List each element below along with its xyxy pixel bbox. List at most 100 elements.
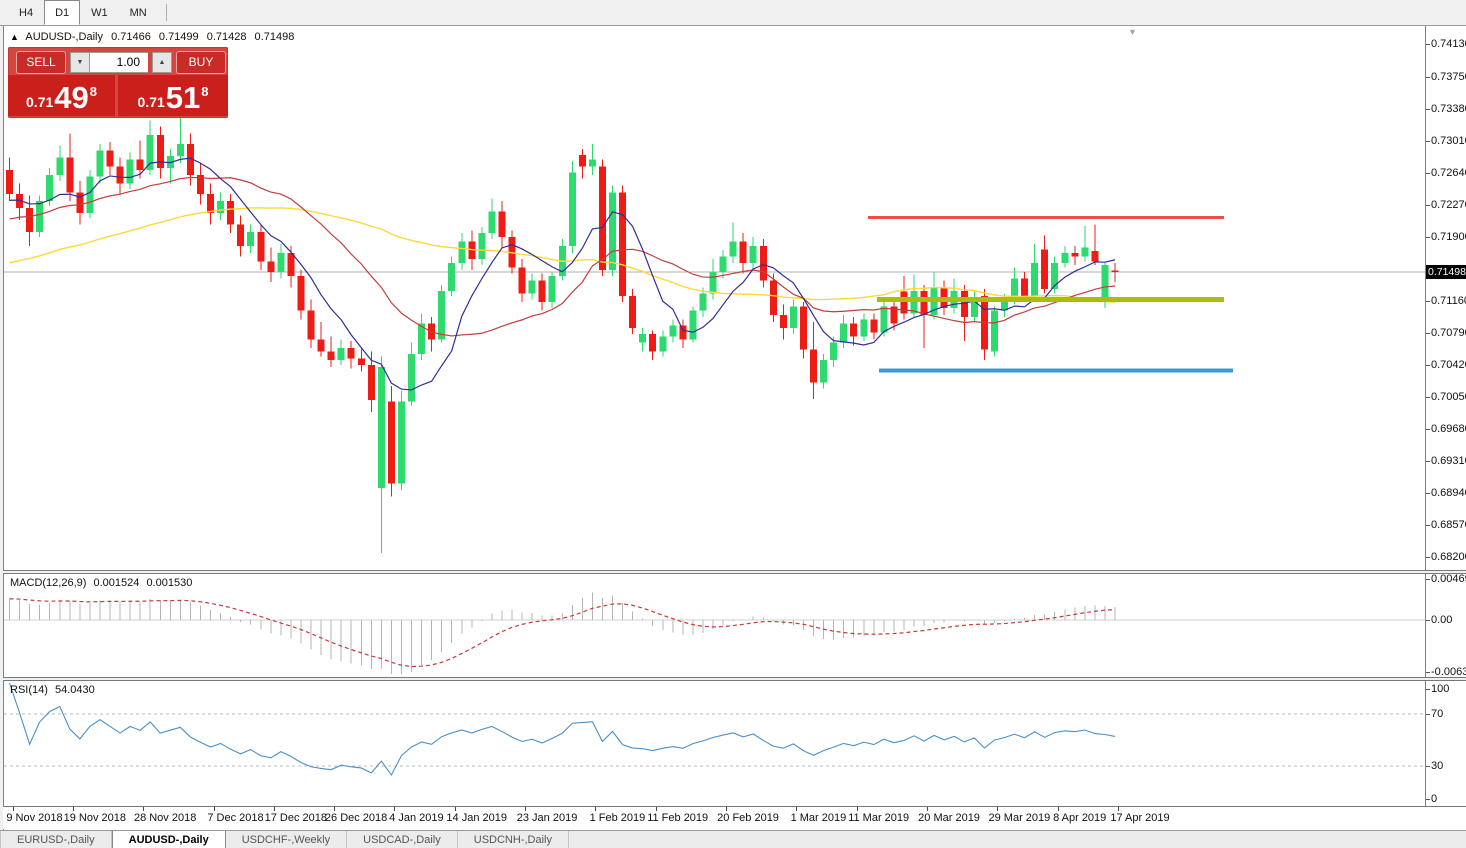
chart-tab-eurusd-daily[interactable]: EURUSD-,Daily — [0, 831, 112, 848]
chart-tab-usdcnh-daily[interactable]: USDCNH-,Daily — [458, 831, 569, 848]
macd-value-signal: 0.001530 — [146, 577, 193, 589]
scroll-to-end-icon[interactable]: ▼ — [1128, 27, 1137, 37]
volume-increase-button[interactable]: ▲ — [152, 51, 172, 73]
date-label: 26 Dec 2018 — [324, 812, 388, 824]
rsi-chart-canvas[interactable] — [4, 681, 1425, 806]
candle-body — [799, 306, 807, 350]
rsi-label: RSI(14) 54.0430 — [10, 684, 99, 696]
date-tick — [334, 807, 336, 811]
chart-tab-audusd-daily[interactable]: AUDUSD-,Daily — [111, 831, 226, 848]
candle-body — [639, 334, 647, 343]
rsi-axis-label-tick — [1426, 714, 1430, 715]
period-tab-divider — [165, 4, 167, 21]
buy-price-base: 0.71 — [137, 94, 165, 110]
price-chart-canvas[interactable] — [4, 27, 1425, 570]
candle-body — [1000, 297, 1008, 311]
candle-body — [568, 172, 576, 246]
candle-body — [56, 157, 64, 175]
rsi-axis-label-tick — [1426, 766, 1430, 767]
candle-body — [689, 310, 697, 340]
chart-tab-usdchf-weekly[interactable]: USDCHF-,Weekly — [226, 831, 348, 848]
candle-body — [86, 176, 94, 214]
date-tick — [997, 807, 999, 811]
date-tick — [726, 807, 728, 811]
sell-price-display[interactable]: 0.71 49 8 — [8, 75, 115, 116]
candle-body — [719, 256, 727, 272]
date-tick — [595, 807, 597, 811]
candle-body — [116, 166, 124, 184]
price-axis-label-tick — [1426, 301, 1430, 302]
date-axis-separator — [3, 806, 1466, 807]
candle-body — [1041, 249, 1049, 290]
sell-price-point: 8 — [89, 84, 97, 99]
chart-tab-usdcad-daily[interactable]: USDCAD-,Daily — [347, 831, 458, 848]
candle-body — [820, 360, 828, 383]
candle-body — [749, 245, 757, 264]
candle-body — [518, 267, 526, 294]
price-axis-label-tick — [1426, 525, 1430, 526]
candle-body — [126, 159, 134, 184]
macd-signal-line — [9, 598, 1116, 668]
buy-button[interactable]: BUY — [176, 50, 226, 74]
candle-body — [498, 211, 506, 238]
candle-body — [1081, 247, 1089, 257]
candle-body — [810, 349, 817, 383]
candle-body — [649, 334, 657, 352]
current-price-badge: 0.71498 — [1426, 265, 1466, 279]
buy-price-display[interactable]: 0.71 51 8 — [118, 75, 228, 116]
macd-pane-splitter[interactable] — [3, 570, 1466, 574]
ohlc-close: 0.71498 — [254, 31, 295, 43]
candle-body — [418, 323, 426, 354]
candle-body — [789, 306, 797, 329]
candle-body — [297, 276, 305, 311]
volume-input[interactable] — [90, 51, 148, 73]
candle-body — [357, 358, 365, 366]
trade-panel-controls: SELL ▼ ▲ BUY — [8, 50, 228, 74]
ma-slow-line — [9, 207, 1116, 304]
period-tab-d1[interactable]: D1 — [44, 0, 81, 25]
period-tab-h4[interactable]: H4 — [19, 6, 34, 19]
sell-button[interactable]: SELL — [16, 50, 66, 74]
candle-body — [669, 325, 677, 337]
date-label: 17 Apr 2019 — [1110, 812, 1170, 824]
date-label: 1 Feb 2019 — [589, 812, 646, 824]
macd-axis-label-tick — [1426, 620, 1430, 621]
rsi-axis-label: 30 — [1431, 760, 1444, 772]
ohlc-high: 0.71499 — [158, 31, 199, 43]
date-tick — [856, 807, 858, 811]
macd-chart-canvas[interactable] — [4, 574, 1425, 677]
candle-body — [1021, 278, 1029, 297]
symbol-arrow-icon: ▲ — [10, 32, 19, 42]
chart-tab-bar: EURUSD-,Daily AUDUSD-,Daily USDCHF-,Weekly… — [0, 830, 1466, 848]
price-axis-label-tick — [1426, 44, 1430, 45]
period-tab-bar: H4 D1 W1 MN — [0, 0, 1466, 26]
candle-body — [548, 276, 556, 303]
period-tab-w1[interactable]: W1 — [91, 6, 108, 19]
candle-body — [830, 342, 838, 361]
candle-body — [76, 192, 84, 214]
candle-body — [679, 325, 687, 340]
candle-body — [387, 401, 395, 484]
period-tab-mn[interactable]: MN — [129, 6, 147, 19]
candle-body — [870, 319, 878, 333]
date-label: 20 Mar 2019 — [918, 812, 980, 824]
candle-body — [629, 296, 637, 329]
date-label: 8 Apr 2019 — [1053, 812, 1107, 824]
candle-body — [920, 290, 928, 316]
price-axis-label-tick — [1426, 557, 1430, 558]
candle-body — [609, 192, 616, 271]
rsi-pane-splitter[interactable] — [3, 677, 1466, 681]
candle-body — [699, 293, 707, 311]
volume-decrease-button[interactable]: ▼ — [70, 51, 90, 73]
candle-body — [779, 315, 787, 329]
candle-body — [46, 174, 54, 201]
chart-symbol: AUDUSD-,Daily — [25, 31, 103, 43]
candle-body — [408, 353, 415, 402]
price-axis-label-tick — [1426, 493, 1430, 494]
date-tick — [796, 807, 798, 811]
